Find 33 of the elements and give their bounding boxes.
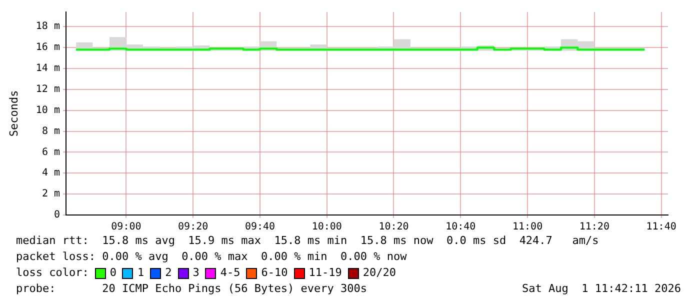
x-tick-label: 10:40 [446, 222, 476, 233]
x-tick-label: 10:00 [312, 222, 342, 233]
x-tick-label: 11:00 [512, 222, 543, 233]
text: Sat Aug 1 11:42:11 2026 [522, 282, 681, 296]
y-tick-label: 16 m [36, 42, 60, 54]
text: 20/20 [362, 266, 396, 280]
y-tick-label: 2 m [42, 188, 60, 200]
text: loss color: [16, 266, 89, 280]
text: 3 [192, 266, 200, 280]
x-tick-label: 10:20 [378, 222, 409, 233]
y-tick-label: 8 m [42, 126, 60, 137]
y-tick-label: 18 m [36, 21, 60, 32]
y-tick-label: 4 m [42, 168, 60, 179]
text: 2 [165, 266, 172, 280]
x-tick-label: 09:40 [244, 222, 276, 233]
y-axis-title: Seconds [7, 90, 20, 137]
text: 4-5 [220, 266, 240, 280]
x-tick-label: 11:40 [646, 222, 676, 233]
text: median rtt: 15.8 ms avg 15.9 ms max 15.8 ms min 15.8 ms now 0.0 ms sd 424.7 am/s [16, 234, 599, 248]
y-tick-label: 10 m [36, 104, 60, 116]
text: probe: 20 ICMP Echo Pings (56 Bytes) every 300s [16, 282, 367, 296]
text: 1 [137, 266, 144, 280]
y-tick-label: 0 [54, 210, 60, 221]
y-tick-label: 6 m [42, 146, 60, 158]
y-tick-label: 14 m [36, 63, 60, 74]
text: packet loss: 0.00 % avg 0.00 % max 0.00 % min 0.00 % now [16, 250, 407, 264]
text: 11-19 [308, 266, 342, 280]
x-tick-label: 11:20 [579, 222, 610, 233]
y-tick-label: 12 m [36, 84, 60, 96]
x-tick-label: 09:00 [111, 222, 142, 233]
x-tick-label: 09:20 [178, 222, 208, 233]
text: 6-10 [261, 266, 288, 280]
text: 0 [110, 266, 116, 280]
